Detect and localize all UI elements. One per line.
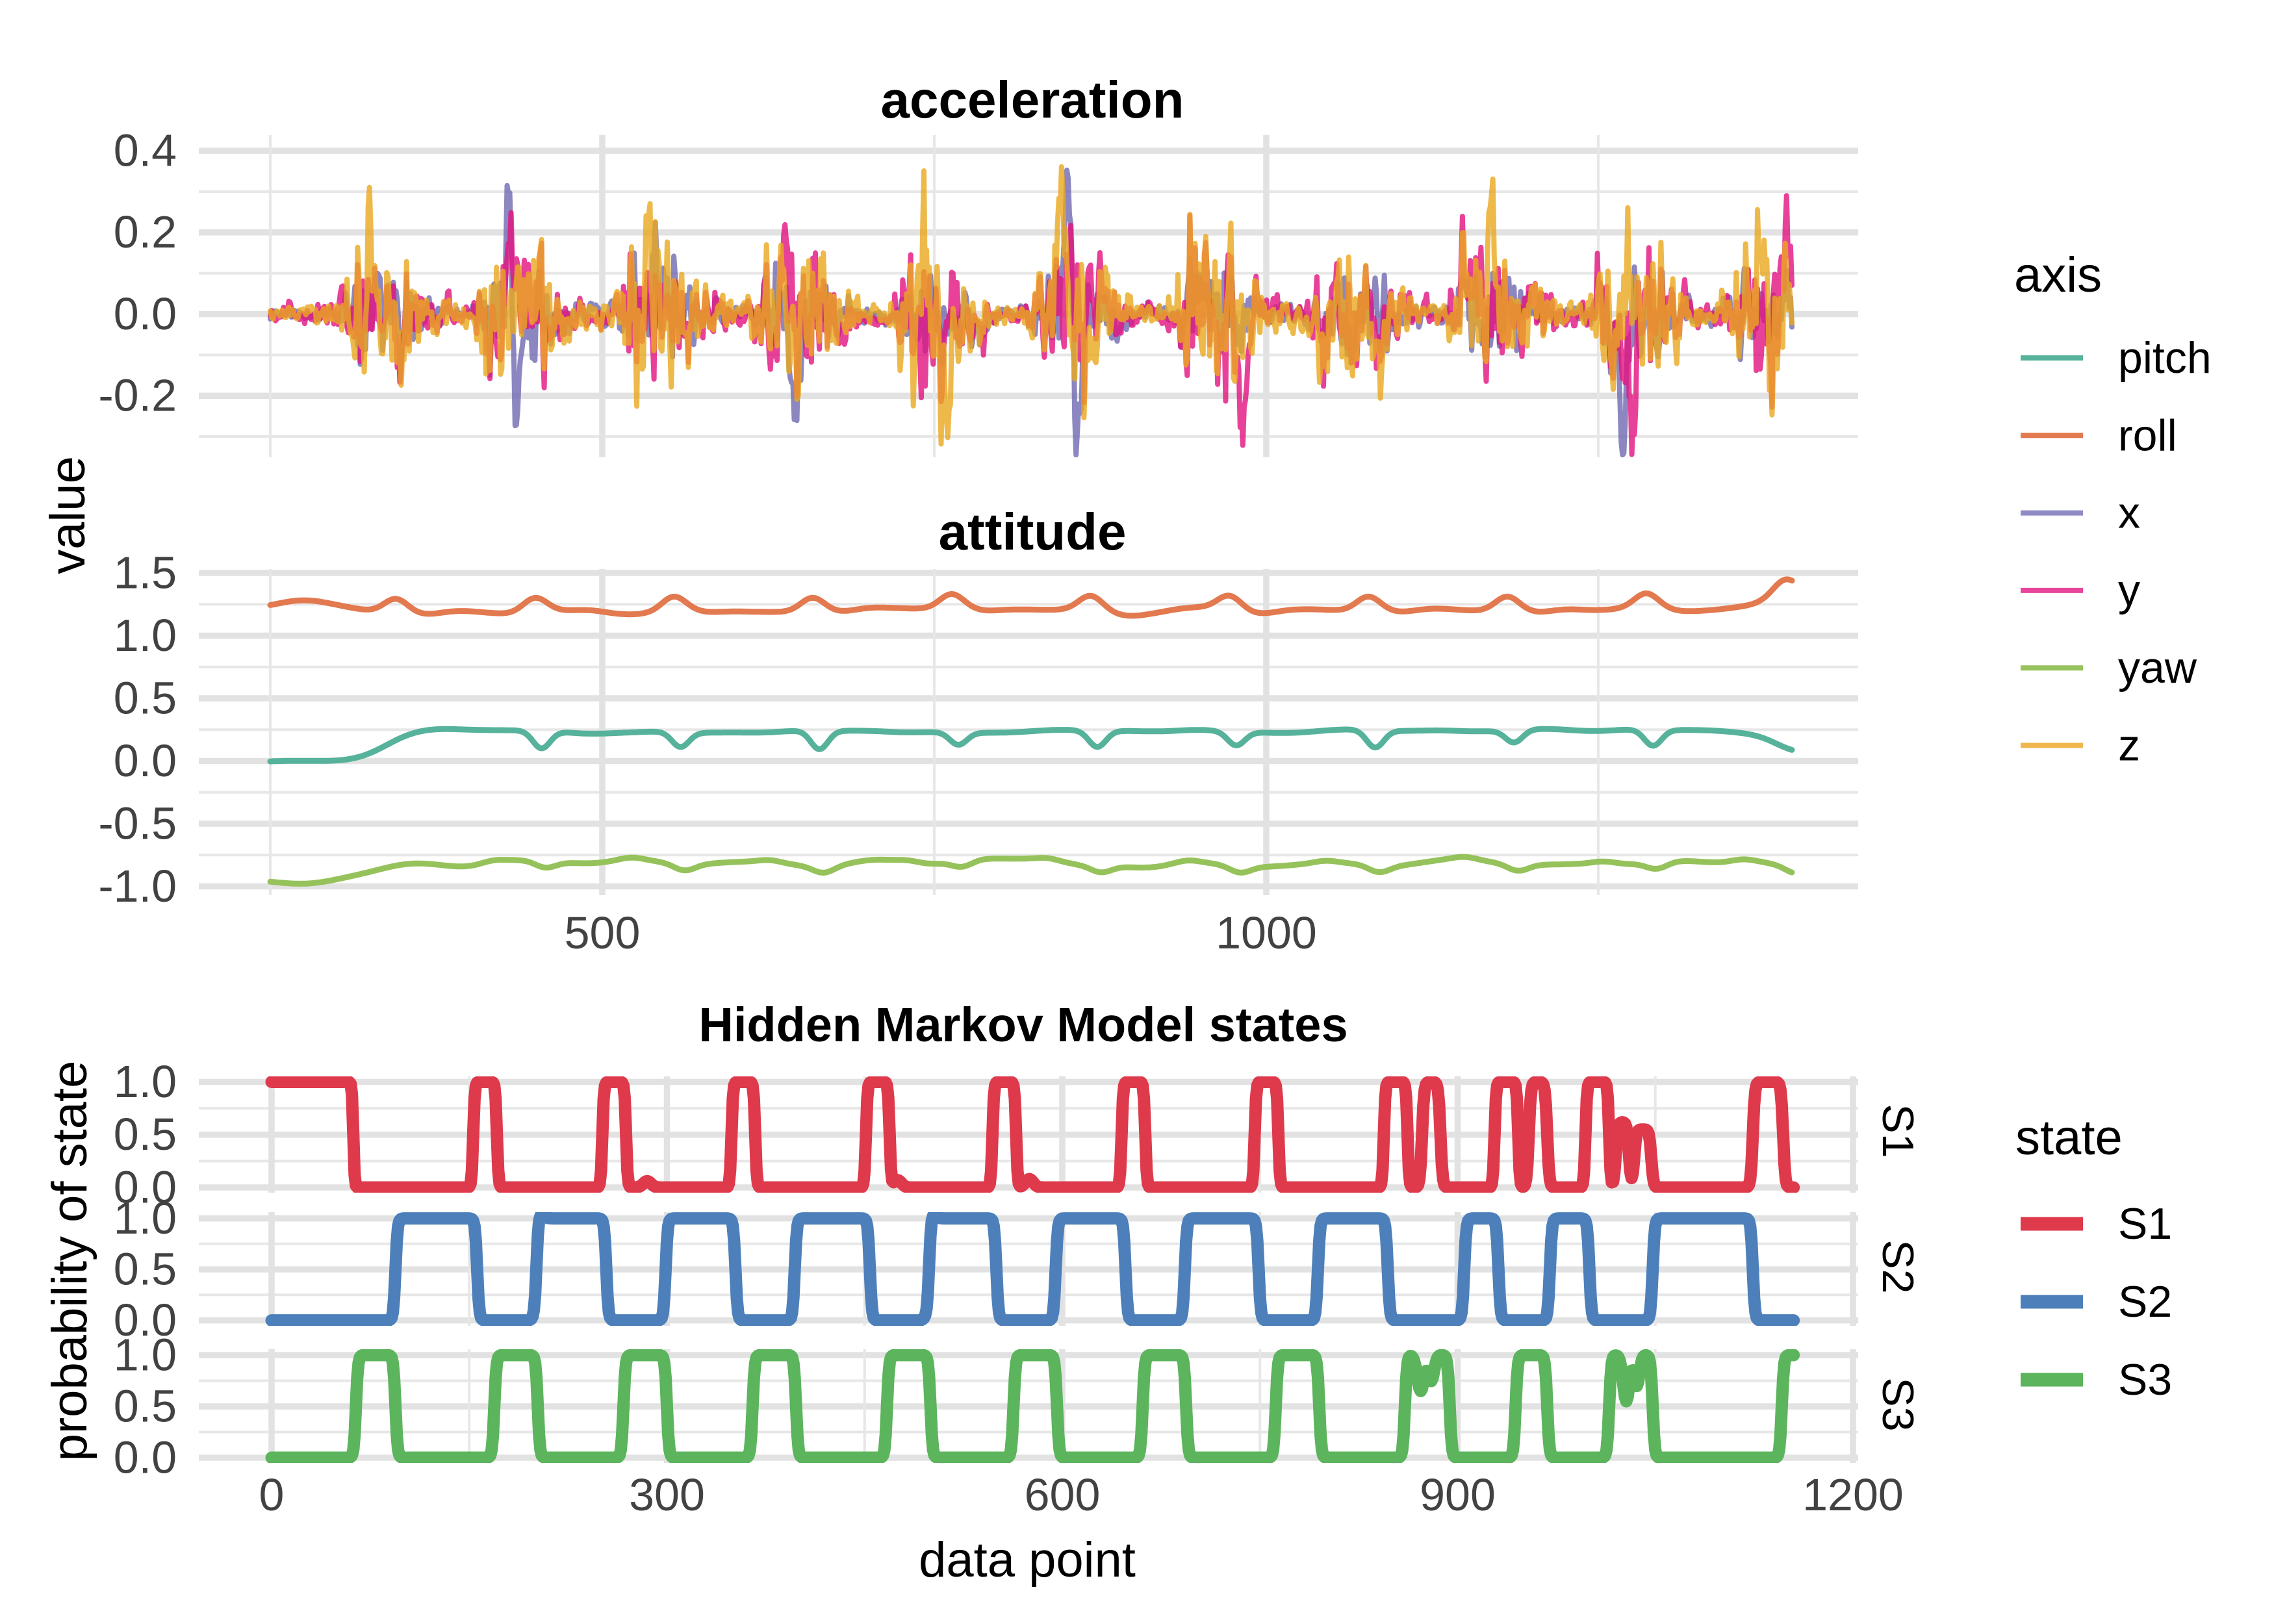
svg-text:axis: axis bbox=[2014, 247, 2102, 303]
svg-text:S2: S2 bbox=[1873, 1239, 1923, 1293]
svg-text:-0.2: -0.2 bbox=[98, 370, 177, 421]
svg-text:0.5: 0.5 bbox=[114, 1380, 177, 1431]
svg-text:yaw: yaw bbox=[2118, 643, 2197, 692]
svg-text:x: x bbox=[2118, 488, 2140, 538]
svg-text:state: state bbox=[2015, 1110, 2123, 1165]
svg-text:1000: 1000 bbox=[1216, 907, 1317, 958]
svg-text:S3: S3 bbox=[2118, 1355, 2172, 1404]
svg-text:y: y bbox=[2118, 566, 2140, 615]
svg-text:0.0: 0.0 bbox=[114, 735, 177, 786]
svg-text:1.5: 1.5 bbox=[114, 547, 177, 598]
svg-text:roll: roll bbox=[2118, 411, 2177, 460]
svg-text:Hidden Markov Model states: Hidden Markov Model states bbox=[698, 998, 1348, 1052]
svg-text:0: 0 bbox=[259, 1469, 285, 1520]
svg-text:data point: data point bbox=[919, 1532, 1136, 1588]
svg-text:0.2: 0.2 bbox=[114, 207, 177, 257]
svg-text:-1.0: -1.0 bbox=[98, 861, 177, 911]
svg-text:-0.5: -0.5 bbox=[98, 798, 177, 848]
svg-text:S1: S1 bbox=[2118, 1199, 2172, 1249]
svg-text:1.0: 1.0 bbox=[114, 1193, 177, 1243]
svg-text:probability of state: probability of state bbox=[42, 1061, 97, 1462]
svg-text:0.5: 0.5 bbox=[114, 672, 177, 723]
svg-text:1.0: 1.0 bbox=[114, 1056, 177, 1107]
svg-text:1.0: 1.0 bbox=[114, 1329, 177, 1380]
svg-text:0.0: 0.0 bbox=[114, 288, 177, 339]
svg-text:0.5: 0.5 bbox=[114, 1243, 177, 1294]
svg-text:pitch: pitch bbox=[2118, 333, 2212, 383]
svg-text:1.0: 1.0 bbox=[114, 610, 177, 661]
svg-text:z: z bbox=[2118, 721, 2140, 770]
svg-text:1200: 1200 bbox=[1802, 1469, 1904, 1520]
svg-text:S3: S3 bbox=[1873, 1377, 1923, 1431]
svg-text:500: 500 bbox=[565, 907, 641, 958]
svg-text:0.0: 0.0 bbox=[114, 1161, 177, 1212]
svg-text:0.5: 0.5 bbox=[114, 1109, 177, 1160]
svg-text:value: value bbox=[40, 456, 96, 574]
svg-text:300: 300 bbox=[629, 1469, 705, 1520]
svg-text:0.4: 0.4 bbox=[114, 125, 177, 175]
svg-text:S1: S1 bbox=[1873, 1104, 1923, 1158]
svg-text:attitude: attitude bbox=[939, 503, 1127, 561]
svg-text:acceleration: acceleration bbox=[881, 71, 1184, 129]
svg-text:0.0: 0.0 bbox=[114, 1432, 177, 1482]
svg-text:900: 900 bbox=[1420, 1469, 1496, 1520]
svg-text:600: 600 bbox=[1025, 1469, 1101, 1520]
svg-text:S2: S2 bbox=[2118, 1277, 2172, 1326]
svg-text:0.0: 0.0 bbox=[114, 1295, 177, 1345]
